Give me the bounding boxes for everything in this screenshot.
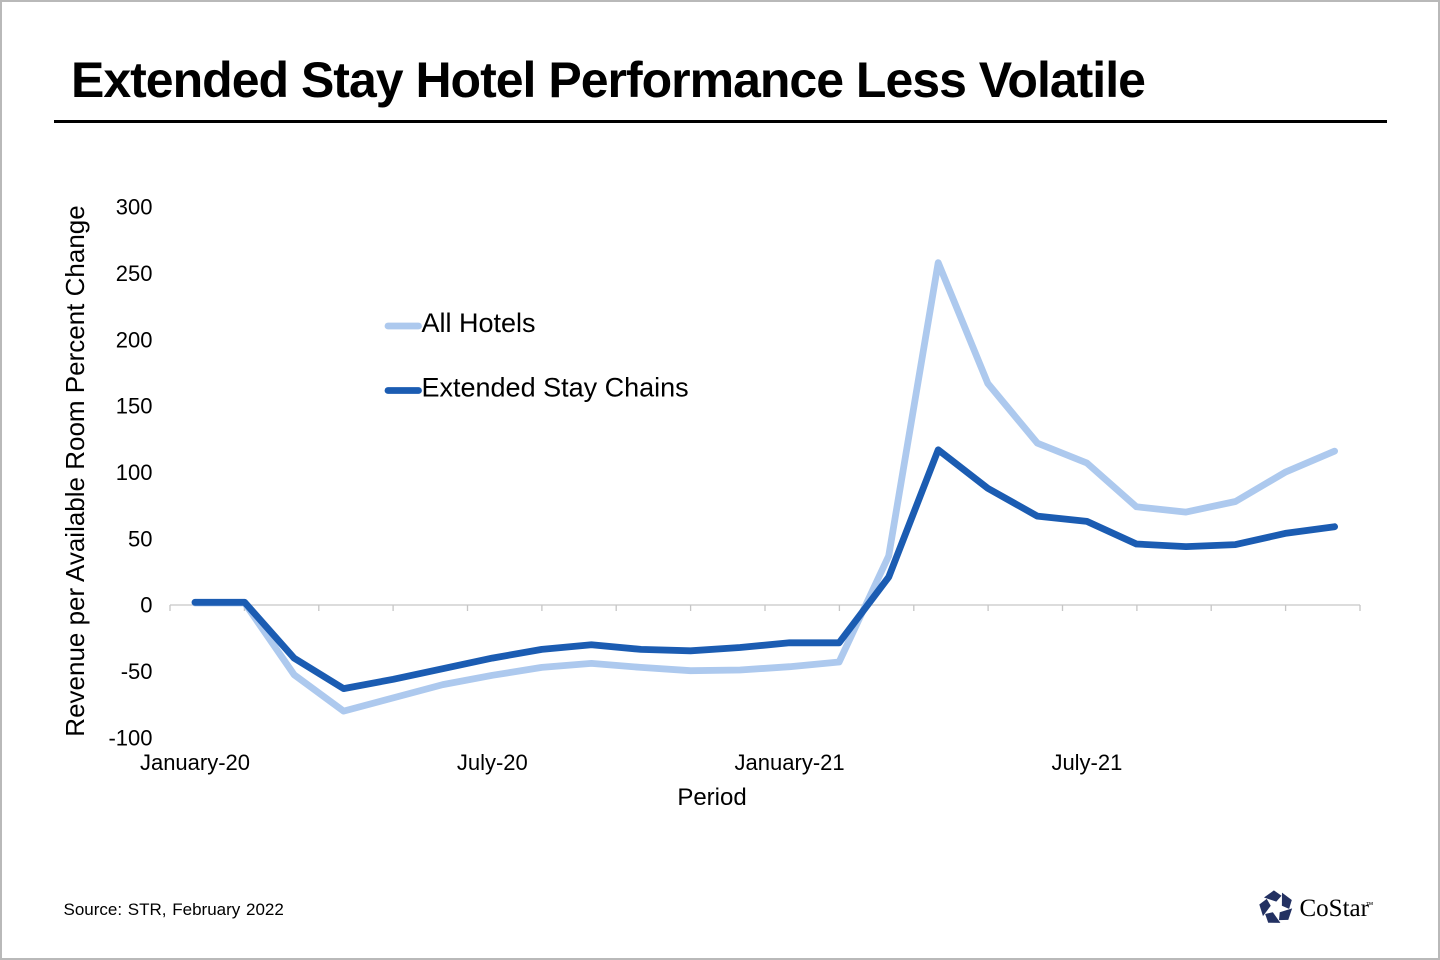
svg-text:250: 250 bbox=[116, 261, 153, 286]
svg-text:-100: -100 bbox=[108, 725, 152, 750]
svg-text:January-20: January-20 bbox=[140, 750, 250, 775]
svg-text:Revenue per Available Room Per: Revenue per Available Room Percent Chang… bbox=[60, 205, 90, 736]
svg-text:0: 0 bbox=[140, 593, 152, 618]
svg-text:Source: STR, February 2022: Source: STR, February 2022 bbox=[64, 900, 284, 919]
svg-text:100: 100 bbox=[116, 460, 153, 485]
svg-text:CoStar: CoStar bbox=[1300, 895, 1370, 922]
svg-text:January-21: January-21 bbox=[735, 750, 845, 775]
svg-text:200: 200 bbox=[116, 327, 153, 352]
svg-text:July-20: July-20 bbox=[457, 750, 528, 775]
svg-text:All Hotels: All Hotels bbox=[422, 308, 536, 338]
svg-text:Extended Stay Chains: Extended Stay Chains bbox=[422, 373, 689, 403]
svg-text:Period: Period bbox=[677, 784, 746, 811]
svg-text:-50: -50 bbox=[121, 659, 153, 684]
svg-text:50: 50 bbox=[128, 526, 152, 551]
svg-text:300: 300 bbox=[116, 195, 153, 220]
svg-text:July-21: July-21 bbox=[1051, 750, 1122, 775]
svg-text:™: ™ bbox=[1366, 901, 1374, 910]
svg-text:150: 150 bbox=[116, 394, 153, 419]
